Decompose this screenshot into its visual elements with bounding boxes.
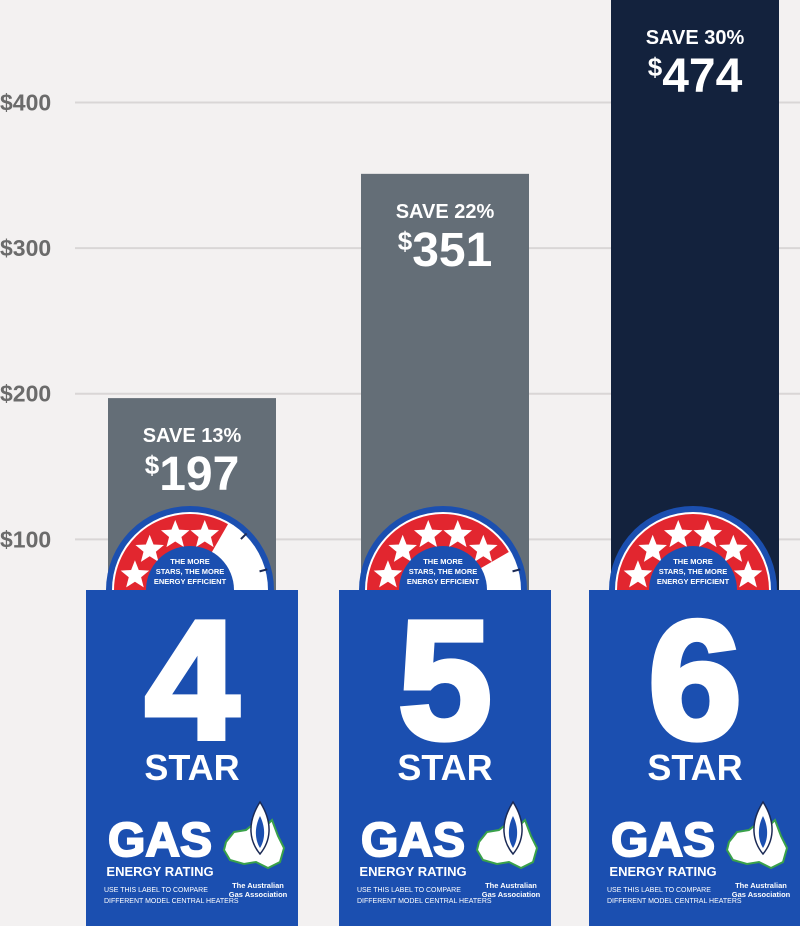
rating-star-icon: [388, 534, 417, 562]
savings-label: SAVE 22%: [396, 201, 495, 223]
rating-star-icon: [469, 534, 498, 562]
rating-star-icon: [135, 534, 164, 562]
savings-label: SAVE 13%: [143, 425, 242, 447]
energy-rating-word: ENERGY RATING: [106, 864, 213, 879]
rating-star-icon: [719, 534, 748, 562]
value-label: $351: [398, 224, 493, 277]
currency-symbol: $: [145, 450, 160, 480]
gauge-text: ENERGY EFFICIENT: [407, 577, 480, 586]
rating-star-icon: [638, 534, 667, 562]
y-tick-label: $100: [0, 526, 51, 552]
value-number: 197: [159, 448, 239, 501]
compare-text: DIFFERENT MODEL CENTRAL HEATERS: [357, 898, 492, 905]
label-panel: [339, 590, 551, 926]
gauge-text: THE MORE: [170, 557, 210, 566]
compare-text: USE THIS LABEL TO COMPARE: [607, 887, 711, 894]
gauge-text: THE MORE: [423, 557, 463, 566]
star-word: STAR: [397, 747, 492, 788]
rating-star-icon: [693, 519, 723, 548]
association-text: The Australian: [485, 881, 537, 890]
y-tick-label: $200: [0, 381, 51, 407]
compare-text: USE THIS LABEL TO COMPARE: [357, 887, 461, 894]
gauge-tick: [512, 568, 521, 573]
gauge-text: THE MORE: [673, 557, 713, 566]
value-label: $197: [145, 448, 240, 501]
gas-word: GAS: [611, 814, 715, 867]
value-label: $474: [648, 50, 743, 103]
gauge-text: ENERGY EFFICIENT: [657, 577, 730, 586]
flame-inner-icon: [508, 816, 518, 848]
energy-rating-word: ENERGY RATING: [609, 864, 716, 879]
y-tick-label: $400: [0, 89, 51, 115]
currency-symbol: $: [648, 52, 663, 82]
star-word: STAR: [144, 747, 239, 788]
association-text: The Australian: [735, 881, 787, 890]
star-number: 5: [398, 586, 491, 774]
compare-text: USE THIS LABEL TO COMPARE: [104, 887, 208, 894]
gauge-tick: [259, 568, 268, 573]
rating-star-icon: [413, 519, 443, 548]
gas-word: GAS: [108, 814, 212, 867]
rating-star-icon: [623, 560, 653, 588]
star-number: 4: [145, 586, 238, 774]
compare-text: DIFFERENT MODEL CENTRAL HEATERS: [104, 898, 239, 905]
association-text: Gas Association: [732, 890, 791, 899]
gauge-text: STARS, THE MORE: [659, 567, 728, 576]
y-tick-label: $300: [0, 235, 51, 261]
rating-star-icon: [663, 519, 693, 548]
gauge-tick: [240, 532, 248, 540]
energy-rating-word: ENERGY RATING: [359, 864, 466, 879]
star-word: STAR: [647, 747, 742, 788]
rating-star-icon: [373, 560, 403, 588]
gauge-text: STARS, THE MORE: [156, 567, 225, 576]
flame-inner-icon: [255, 816, 265, 848]
association-text: Gas Association: [229, 890, 288, 899]
rating-star-icon: [733, 560, 763, 588]
compare-text: DIFFERENT MODEL CENTRAL HEATERS: [607, 898, 742, 905]
gauge-text: ENERGY EFFICIENT: [154, 577, 227, 586]
rating-star-icon: [190, 519, 220, 548]
flame-inner-icon: [758, 816, 768, 848]
star-number: 6: [648, 586, 741, 774]
label-panel: [86, 590, 298, 926]
gas-word: GAS: [361, 814, 465, 867]
association-text: The Australian: [232, 881, 284, 890]
value-number: 474: [662, 50, 742, 103]
rating-star-icon: [120, 560, 150, 588]
gauge-text: STARS, THE MORE: [409, 567, 478, 576]
currency-symbol: $: [398, 226, 413, 256]
rating-star-icon: [443, 519, 473, 548]
value-number: 351: [412, 224, 492, 277]
label-panel: [589, 590, 800, 926]
association-text: Gas Association: [482, 890, 541, 899]
rating-star-icon: [160, 519, 190, 548]
savings-label: SAVE 30%: [646, 27, 745, 49]
